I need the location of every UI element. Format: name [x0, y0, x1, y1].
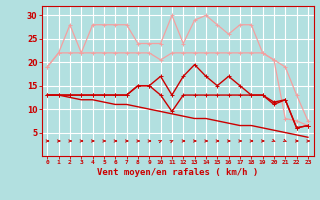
X-axis label: Vent moyen/en rafales ( km/h ): Vent moyen/en rafales ( km/h )	[97, 168, 258, 177]
